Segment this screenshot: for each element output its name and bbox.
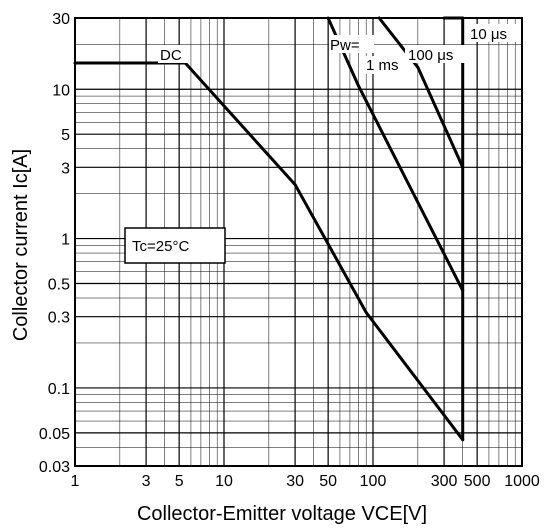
y-tick-label: 0.1 <box>48 381 70 398</box>
y-tick-label: 5 <box>61 127 70 144</box>
100us-label-bg <box>405 45 467 63</box>
y-tick-label: 10 <box>52 82 70 99</box>
y-tick-label: 1 <box>61 232 70 249</box>
y-tick-labels: 30 10 5 3 1 0.5 0.3 0.1 0.05 0.03 <box>39 11 70 476</box>
x-tick-label: 1000 <box>504 473 540 490</box>
x-axis-label: Collector-Emitter voltage VCE[V] <box>137 503 427 525</box>
y-tick-label: 0.05 <box>39 426 70 443</box>
x-tick-label: 1 <box>71 473 80 490</box>
series-line-dc <box>73 61 465 442</box>
tc-label: Tc=25°C <box>132 238 189 255</box>
y-tick-label: 30 <box>52 11 70 28</box>
10us-label: 10 μs <box>470 26 507 43</box>
y-tick-label: 0.03 <box>39 459 70 476</box>
plot-frame <box>74 17 523 467</box>
pw-label-bg <box>329 35 374 53</box>
y-tick-label: 3 <box>61 160 70 177</box>
x-tick-label: 500 <box>464 473 491 490</box>
x-tick-label: 3 <box>142 473 151 490</box>
1ms-label: 1 ms <box>366 57 399 74</box>
x-tick-label: 5 <box>175 473 184 490</box>
pw-label: Pw= <box>330 37 360 54</box>
x-tick-label: 30 <box>286 473 304 490</box>
annotations: DC Pw= 1 ms 100 μs 10 μs Tc=25°C <box>124 24 520 264</box>
x-tick-label: 100 <box>360 473 387 490</box>
x-tick-label: 10 <box>215 473 233 490</box>
series-line-100-s <box>377 16 465 169</box>
x-tick-label: 50 <box>319 473 337 490</box>
y-tick-label: 0.3 <box>48 310 70 327</box>
y-axis-label: Collector current Ic[A] <box>10 149 32 341</box>
100us-label: 100 μs <box>408 47 453 64</box>
x-tick-labels: 1 3 5 10 30 50 100 300 500 1000 <box>71 473 540 490</box>
10us-label-bg <box>466 24 520 42</box>
dc-label: DC <box>160 47 182 64</box>
dc-label-bg <box>158 45 188 63</box>
x-tick-label: 300 <box>431 473 458 490</box>
y-tick-label: 0.5 <box>48 277 70 294</box>
tc-box <box>124 227 226 264</box>
1ms-label-bg <box>364 56 404 74</box>
